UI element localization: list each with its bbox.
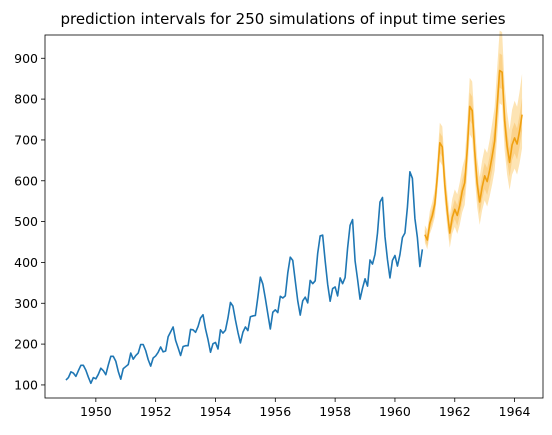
- y-tick-label: 300: [14, 296, 38, 311]
- x-tick-label: 1958: [319, 404, 351, 419]
- y-tick-label: 500: [14, 214, 38, 229]
- forecast-series-line: [424, 69, 523, 241]
- x-tick-label: 1960: [379, 404, 411, 419]
- y-tick-label: 800: [14, 92, 38, 107]
- x-tick-label: 1952: [140, 404, 172, 419]
- y-tick-label: 100: [14, 377, 38, 392]
- x-tick-label: 1956: [259, 404, 291, 419]
- y-tick-label: 900: [14, 51, 38, 66]
- y-tick-label: 700: [14, 132, 38, 147]
- y-axis: 100 200 300 400 500 600 700 800 900: [14, 51, 45, 392]
- x-axis: 1950 1952 1954 1956 1958 1960 1962 1964: [80, 398, 531, 419]
- x-tick-label: 1950: [80, 404, 112, 419]
- x-tick-label: 1964: [499, 404, 531, 419]
- chart-title: prediction intervals for 250 simulations…: [60, 10, 505, 28]
- x-tick-label: 1962: [439, 404, 471, 419]
- axes-frame: [44, 34, 544, 399]
- observed-series-line: [65, 170, 424, 385]
- x-tick-label: 1954: [200, 404, 232, 419]
- plot-area: [65, 30, 523, 385]
- y-tick-label: 400: [14, 255, 38, 270]
- y-tick-label: 600: [14, 173, 38, 188]
- y-tick-label: 200: [14, 337, 38, 352]
